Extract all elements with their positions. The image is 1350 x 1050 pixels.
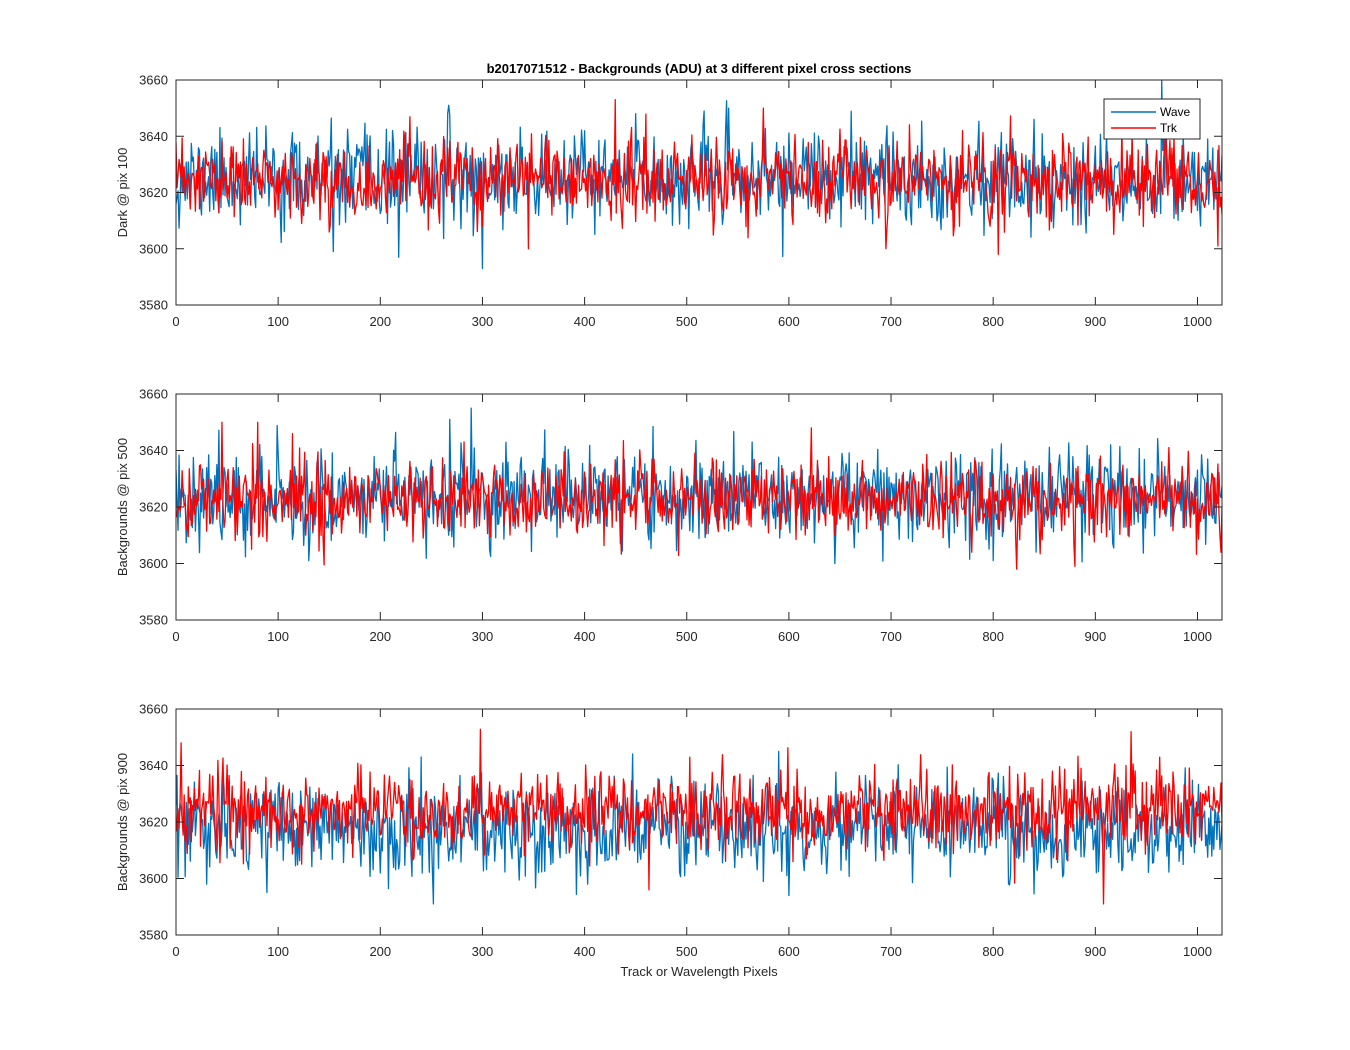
- x-tick-label: 400: [574, 629, 596, 644]
- series-line-trk: [176, 421, 1222, 570]
- x-tick-label: 0: [172, 944, 179, 959]
- x-tick-label: 1000: [1183, 629, 1212, 644]
- x-tick-label: 500: [676, 629, 698, 644]
- x-tick-label: 400: [574, 314, 596, 329]
- x-tick-label: 600: [778, 629, 800, 644]
- x-tick-label: 700: [880, 314, 902, 329]
- y-axis-label: Dark @ pix 100: [115, 148, 130, 238]
- x-tick-label: 0: [172, 314, 179, 329]
- y-axis-label: Backgrounds @ pix 500: [115, 438, 130, 576]
- subplot-2: 0 100 200 300 400 500 600 700 800 900 1000 3580 3600…: [115, 387, 1223, 644]
- x-tick-label: 200: [369, 314, 391, 329]
- x-tick-label: 100: [267, 629, 289, 644]
- x-tick-label: 300: [472, 629, 494, 644]
- x-tick-label: 600: [778, 314, 800, 329]
- legend-label-trk: Trk: [1160, 121, 1178, 135]
- series-line-trk: [176, 99, 1222, 256]
- legend-label-wave: Wave: [1160, 105, 1191, 119]
- x-tick-label: 500: [676, 944, 698, 959]
- series-lines: [176, 728, 1222, 905]
- y-axis-label: Backgrounds @ pix 900: [115, 753, 130, 891]
- legend: Wave Trk: [1103, 98, 1201, 140]
- y-tick-label: 3600: [139, 556, 168, 571]
- x-tick-label: 400: [574, 944, 596, 959]
- legend-box: [1103, 98, 1201, 140]
- x-tick-label: 900: [1084, 314, 1106, 329]
- x-tick-label: 900: [1084, 944, 1106, 959]
- x-tick-label: 500: [676, 314, 698, 329]
- x-tick-label: 700: [880, 944, 902, 959]
- series-line-trk: [176, 728, 1222, 905]
- x-tick-label: 900: [1084, 629, 1106, 644]
- x-tick-label: 0: [172, 629, 179, 644]
- y-tick-label: 3580: [139, 928, 168, 943]
- y-tick-label: 3660: [139, 702, 168, 717]
- x-tick-label: 700: [880, 629, 902, 644]
- y-tick-label: 3640: [139, 758, 168, 773]
- series-lines: [176, 80, 1222, 270]
- y-tick-label: 3580: [139, 298, 168, 313]
- x-tick-label: 800: [982, 314, 1004, 329]
- y-tick-label: 3620: [139, 185, 168, 200]
- y-tick-label: 3620: [139, 500, 168, 515]
- y-tick-label: 3640: [139, 129, 168, 144]
- subplots: 0 100 200 300 400 500 600 700 800 900 100035803600…: [115, 61, 1223, 979]
- series-lines: [176, 407, 1222, 570]
- chart-title: b2017071512 - Backgrounds (ADU) at 3 dif…: [487, 61, 912, 76]
- x-tick-label: 600: [778, 944, 800, 959]
- y-tick-label: 3640: [139, 443, 168, 458]
- x-tick-label: 1000: [1183, 944, 1212, 959]
- x-tick-label: 100: [267, 314, 289, 329]
- y-tick-label: 3620: [139, 815, 168, 830]
- y-tick-label: 3660: [139, 387, 168, 402]
- x-tick-label: 800: [982, 944, 1004, 959]
- x-tick-label: 200: [369, 629, 391, 644]
- x-tick-label: 800: [982, 629, 1004, 644]
- y-tick-label: 3600: [139, 241, 168, 256]
- y-tick-label: 3580: [139, 613, 168, 628]
- subplot-3: 0 100 200 300 400 500 600 700 800 900 1000 3580 3600…: [115, 702, 1223, 979]
- y-tick-label: 3600: [139, 871, 168, 886]
- x-axis-label: Track or Wavelength Pixels: [620, 964, 778, 979]
- y-tick-label: 3660: [139, 73, 168, 88]
- x-tick-label: 300: [472, 944, 494, 959]
- x-tick-label: 1000: [1183, 314, 1212, 329]
- subplot-1: 0 100 200 300 400 500 600 700 800 900 1000 3580 3600…: [115, 61, 1223, 329]
- x-tick-label: 200: [369, 944, 391, 959]
- x-tick-label: 300: [472, 314, 494, 329]
- x-tick-label: 100: [267, 944, 289, 959]
